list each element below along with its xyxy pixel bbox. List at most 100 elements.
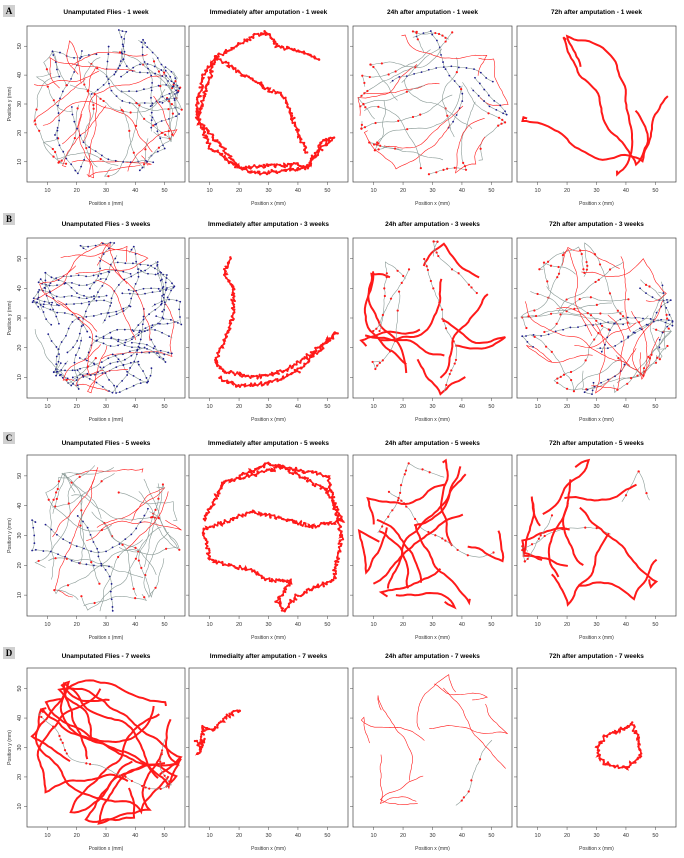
slow-point xyxy=(230,48,233,51)
y-tick-label: 20 xyxy=(17,130,23,136)
slow-point xyxy=(231,518,235,522)
fast-point xyxy=(153,267,156,270)
fast-point xyxy=(150,74,153,77)
fast-point xyxy=(125,65,128,68)
slow-point xyxy=(159,760,162,763)
slow-point xyxy=(152,124,155,127)
slow-point xyxy=(289,166,292,170)
fast-point xyxy=(627,335,630,338)
slow-point xyxy=(230,478,233,481)
slow-point xyxy=(216,491,220,494)
slow-point xyxy=(328,485,331,488)
fast-point xyxy=(155,352,158,354)
red-trajectory xyxy=(359,328,421,347)
fast-point xyxy=(68,542,71,544)
slow-point xyxy=(435,251,438,254)
gray-track xyxy=(45,508,149,553)
fast-point xyxy=(129,367,131,369)
fast-point xyxy=(113,242,116,244)
slow-point xyxy=(304,524,307,528)
fast-point xyxy=(92,541,95,543)
fast-point xyxy=(70,106,73,108)
slow-point xyxy=(440,308,444,311)
fast-point xyxy=(591,393,593,396)
slow-point xyxy=(337,545,341,549)
fast-point xyxy=(100,361,103,364)
fast-point xyxy=(485,77,488,79)
fast-point xyxy=(639,327,641,330)
fast-point xyxy=(55,315,58,318)
slow-point xyxy=(260,574,263,578)
slow-point xyxy=(144,786,147,789)
fast-point xyxy=(84,310,87,313)
slow-point xyxy=(294,470,297,473)
slow-point xyxy=(236,515,239,519)
slow-point xyxy=(279,464,283,468)
x-tick-label: 10 xyxy=(207,622,213,628)
panel-row-label: C xyxy=(3,432,15,444)
fast-point xyxy=(645,323,648,326)
slow-point xyxy=(279,467,282,470)
panel-title: 24h after amputation - 5 weeks xyxy=(385,440,480,447)
slow-point xyxy=(96,67,99,70)
red-trajectory xyxy=(422,242,480,279)
fast-point xyxy=(67,327,70,330)
slow-point xyxy=(211,558,214,562)
trajectory-panel xyxy=(186,25,349,185)
x-tick-label: 20 xyxy=(74,622,80,628)
gray-track xyxy=(84,328,173,360)
fast-point xyxy=(138,331,141,334)
slow-point xyxy=(616,764,619,767)
slow-point xyxy=(220,367,223,370)
slow-point xyxy=(211,133,214,136)
fast-point xyxy=(156,263,159,266)
fast-point xyxy=(56,129,59,132)
fast-point xyxy=(429,30,432,32)
fast-point xyxy=(79,57,82,60)
slow-point xyxy=(249,376,252,380)
slow-point xyxy=(627,298,630,301)
fast-point xyxy=(78,357,81,359)
fast-point xyxy=(55,374,57,377)
slow-point xyxy=(376,364,379,367)
slow-point xyxy=(327,141,331,144)
slow-point xyxy=(279,369,282,372)
slow-point xyxy=(231,161,234,165)
slow-point xyxy=(215,497,219,500)
fast-point xyxy=(108,82,110,85)
fast-point xyxy=(70,294,73,297)
x-tick-label: 30 xyxy=(103,404,109,410)
slow-point xyxy=(288,579,291,583)
fast-point xyxy=(121,100,124,102)
fast-point xyxy=(137,360,140,363)
slow-point xyxy=(208,555,211,558)
red-trajectory xyxy=(413,466,462,527)
slow-point xyxy=(85,146,88,150)
fast-point xyxy=(99,267,101,270)
fast-point xyxy=(442,61,444,63)
fast-point xyxy=(164,281,167,284)
fast-point xyxy=(153,65,156,68)
slow-point xyxy=(303,362,306,366)
slow-point xyxy=(232,565,236,568)
slow-point xyxy=(253,569,256,572)
slow-point xyxy=(333,575,336,579)
x-tick-label: 10 xyxy=(535,404,541,410)
fast-point xyxy=(151,81,154,84)
slow-point xyxy=(360,123,364,126)
slow-point xyxy=(333,506,336,509)
fast-point xyxy=(31,519,33,521)
red-trajectory xyxy=(75,468,144,476)
fast-point xyxy=(139,378,142,381)
plot-frame xyxy=(516,454,677,617)
slow-point xyxy=(206,540,209,544)
slow-point xyxy=(256,384,259,387)
slow-point xyxy=(205,69,208,72)
slow-point xyxy=(611,730,615,734)
panel-title: 24h after amputation - 7 weeks xyxy=(385,653,480,660)
slow-point xyxy=(90,560,93,564)
y-tick-label: 10 xyxy=(17,159,23,165)
slow-point xyxy=(363,92,366,95)
slow-point xyxy=(419,167,422,170)
red-trajectory xyxy=(526,345,593,363)
